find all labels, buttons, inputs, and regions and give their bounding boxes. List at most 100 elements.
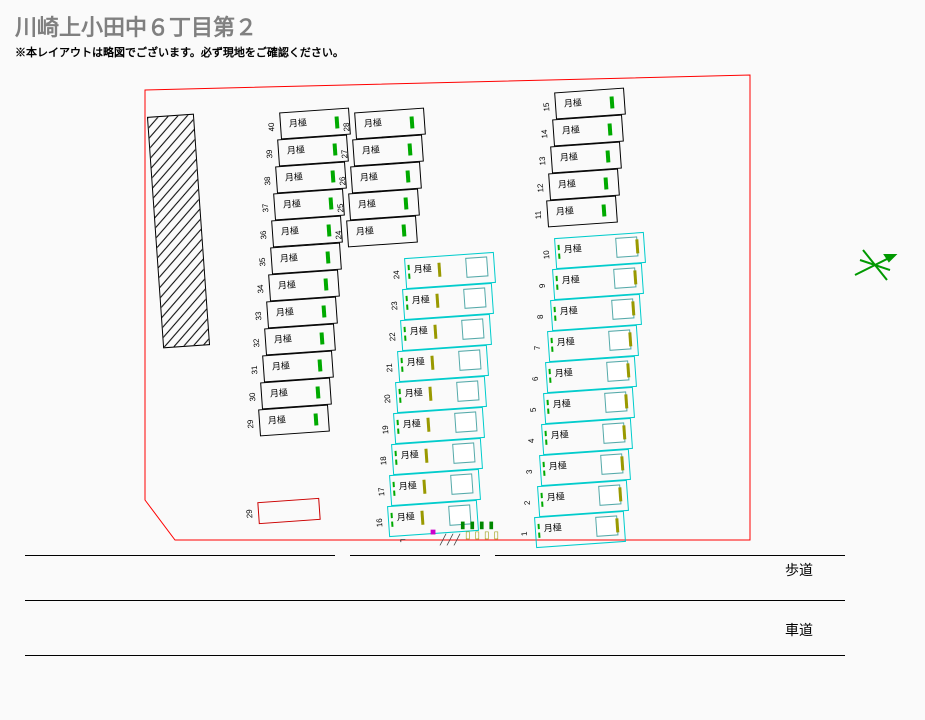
slot-number: 2 <box>522 500 531 505</box>
slot-marker <box>410 116 415 128</box>
slot-number: 31 <box>250 365 260 375</box>
slot-number: 29 <box>245 509 255 519</box>
slot-marker <box>433 325 437 339</box>
slot-type-label: 月極 <box>561 272 580 286</box>
slot-marker <box>633 270 637 284</box>
slot-type-label: 月極 <box>563 241 582 255</box>
page-subtitle: ※本レイアウトは略図でございます。必ず現地をご確認ください。 <box>15 44 915 60</box>
slot-number: 16 <box>374 517 384 527</box>
slot-number: 25 <box>336 203 346 213</box>
slot-type-label: 月極 <box>363 116 382 130</box>
slot-marker <box>431 356 435 370</box>
slot-number: 6 <box>531 376 540 381</box>
slot-type-label: 月極 <box>403 416 422 430</box>
slot-marker <box>327 224 332 236</box>
slot-marker <box>616 518 620 532</box>
slot-marker <box>624 394 628 408</box>
slot-number: 13 <box>538 156 548 166</box>
parking-slot-11: 11月極 <box>547 196 619 228</box>
slot-marker <box>427 418 431 432</box>
slot-marker <box>314 413 319 425</box>
slot-type-label: 月極 <box>553 396 572 410</box>
slot-number: 12 <box>536 183 546 193</box>
slot-type-label: 月極 <box>413 261 432 275</box>
slot-marker <box>323 278 328 290</box>
slot-type-label: 月極 <box>555 365 574 379</box>
parking-slot-24: 24月極 <box>347 216 419 248</box>
slot-vehicle-box <box>454 411 477 432</box>
slot-number: 4 <box>527 438 536 443</box>
slot-number: 32 <box>252 338 262 348</box>
slot-type-label: 月極 <box>360 170 379 184</box>
slot-vehicle-box <box>463 287 486 308</box>
slot-marker <box>408 143 413 155</box>
slot-type-label: 月極 <box>283 197 302 211</box>
slot-marker <box>602 204 607 216</box>
slot-type-label: 月極 <box>557 334 576 348</box>
slot-vehicle-box <box>459 349 482 370</box>
parking-slot-29: 29 <box>257 498 320 524</box>
slot-marker <box>333 143 338 155</box>
slot-type-label: 月極 <box>548 458 567 472</box>
slot-type-label: 月極 <box>411 292 430 306</box>
slot-type-label: 月極 <box>559 303 578 317</box>
slot-marker <box>406 170 411 182</box>
slot-marker <box>422 480 426 494</box>
slot-type-label: 月極 <box>558 177 577 191</box>
slot-type-label: 月極 <box>546 489 565 503</box>
slot-marker <box>335 116 340 128</box>
slot-number: 21 <box>385 362 395 372</box>
slot-marker <box>321 305 326 317</box>
sidewalk-label: 歩道 <box>785 560 813 580</box>
slot-number: 30 <box>248 392 258 402</box>
slot-marker <box>608 123 613 135</box>
slot-marker <box>319 332 324 344</box>
slot-type-label: 月極 <box>287 143 306 157</box>
slot-type-label: 月極 <box>562 123 581 137</box>
slot-marker <box>316 386 321 398</box>
slot-type-label: 月極 <box>268 413 287 427</box>
slot-number: 3 <box>525 469 534 474</box>
slot-marker <box>435 294 439 308</box>
slot-marker <box>331 170 336 182</box>
slot-marker <box>635 239 639 253</box>
slot-number: 24 <box>334 230 344 240</box>
slot-marker <box>631 301 635 315</box>
slot-type-label: 月極 <box>556 204 575 218</box>
slot-marker <box>606 150 611 162</box>
parking-slot-29: 29月極 <box>258 405 330 437</box>
road-line <box>25 555 335 556</box>
slot-type-label: 月極 <box>405 385 424 399</box>
slot-marker <box>329 197 334 209</box>
slot-number: 20 <box>383 393 393 403</box>
slot-number: 17 <box>377 486 387 496</box>
slot-type-label: 月極 <box>277 278 296 292</box>
slot-type-label: 月極 <box>550 427 569 441</box>
layout-canvas: 40月極39月極38月極37月極36月極35月極34月極33月極32月極31月極… <box>10 60 910 700</box>
slot-marker <box>618 487 622 501</box>
slot-type-label: 月極 <box>400 447 419 461</box>
slot-number: 29 <box>246 419 256 429</box>
slot-vehicle-box <box>450 473 473 494</box>
slot-type-label: 月極 <box>275 305 294 319</box>
slot-number: 15 <box>542 102 552 112</box>
slot-marker <box>420 511 424 525</box>
slot-vehicle-box <box>452 442 475 463</box>
slot-marker <box>318 359 323 371</box>
slot-marker <box>604 177 609 189</box>
slot-type-label: 月極 <box>273 332 292 346</box>
slot-number: 35 <box>257 257 267 267</box>
slot-type-label: 月極 <box>409 323 428 337</box>
slot-type-label: 月極 <box>358 197 377 211</box>
slot-marker <box>610 96 615 108</box>
parking-slot-1: 1月極 <box>535 511 627 548</box>
slot-type-label: 月極 <box>396 509 415 523</box>
road-line <box>25 655 845 656</box>
slot-vehicle-box <box>465 256 488 277</box>
slot-number: 36 <box>259 230 269 240</box>
slot-marker <box>429 387 433 401</box>
slot-number: 38 <box>263 176 273 186</box>
slot-number: 33 <box>254 311 264 321</box>
slot-vehicle-box <box>461 318 484 339</box>
slot-type-label: 月極 <box>560 150 579 164</box>
